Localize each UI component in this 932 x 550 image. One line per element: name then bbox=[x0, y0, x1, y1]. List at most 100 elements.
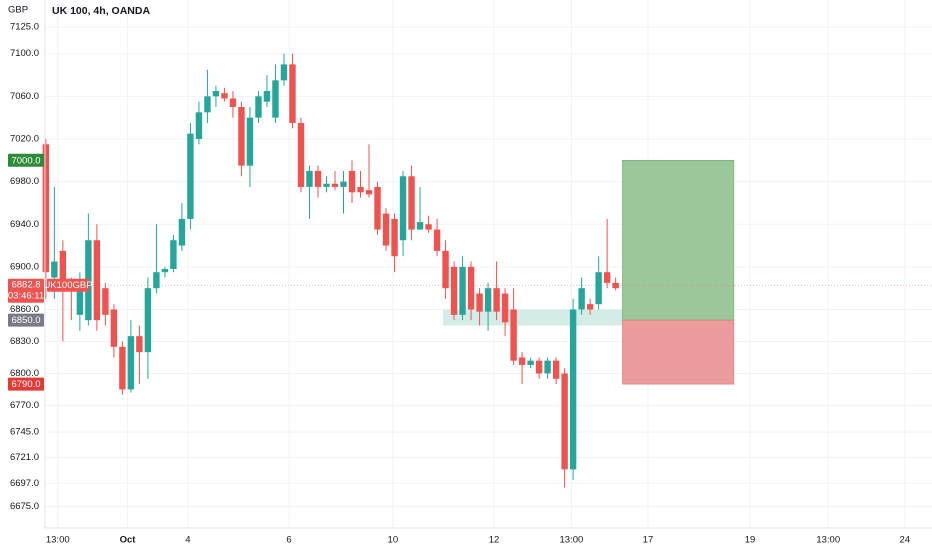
candle-body bbox=[323, 183, 330, 187]
candle-body bbox=[518, 357, 526, 365]
candle-body bbox=[204, 96, 211, 113]
x-tick-label: 12 bbox=[489, 535, 500, 546]
y-tick-label: 7125.0 bbox=[10, 22, 39, 33]
price-tag-label: 7000.0 bbox=[11, 155, 40, 166]
candle-body bbox=[42, 144, 50, 273]
position-profit bbox=[622, 159, 735, 321]
candle-body bbox=[297, 122, 305, 187]
candle-body bbox=[136, 336, 143, 353]
x-tick-label: 13:00 bbox=[46, 535, 70, 546]
candle-body bbox=[153, 272, 160, 289]
candle-body bbox=[544, 360, 551, 374]
x-tick-label: 13:00 bbox=[816, 535, 840, 546]
price-tag bbox=[8, 153, 44, 167]
candle-body bbox=[365, 190, 373, 195]
candle-body bbox=[603, 272, 611, 283]
candle-body bbox=[467, 266, 475, 310]
candle-body bbox=[221, 93, 228, 99]
candle-body bbox=[238, 106, 245, 166]
x-tick-label: 10 bbox=[388, 535, 399, 546]
candle-body bbox=[586, 304, 594, 310]
candle-body bbox=[510, 309, 517, 361]
y-tick-label: 7020.0 bbox=[10, 133, 39, 144]
candle-body bbox=[357, 186, 364, 193]
candle-body bbox=[561, 373, 568, 470]
candle-body bbox=[382, 213, 390, 246]
candle-body bbox=[59, 250, 67, 289]
candle-body bbox=[246, 117, 254, 166]
candle-body bbox=[187, 133, 194, 219]
candle-body bbox=[289, 64, 296, 123]
position-loss bbox=[622, 319, 735, 385]
candle-body bbox=[340, 181, 347, 187]
symbol-label: UK100GBP bbox=[43, 280, 92, 291]
candle-body bbox=[229, 98, 237, 107]
candle-body bbox=[119, 346, 126, 390]
candle-body bbox=[527, 360, 534, 365]
candle-body bbox=[501, 293, 509, 323]
candle-body bbox=[578, 288, 585, 310]
candle-body bbox=[595, 272, 602, 305]
candle-body bbox=[314, 170, 322, 187]
chart-title: UK 100, 4h, OANDA bbox=[52, 5, 150, 17]
x-tick-label: 13:00 bbox=[560, 535, 584, 546]
candle-body bbox=[399, 176, 407, 241]
candle-body bbox=[144, 288, 152, 353]
candle-body bbox=[535, 360, 543, 374]
candle-body bbox=[569, 309, 577, 470]
x-tick-label: 6 bbox=[286, 535, 291, 546]
x-tick-label: 24 bbox=[899, 535, 910, 546]
x-tick-label: 19 bbox=[745, 535, 756, 546]
candle-body bbox=[391, 218, 398, 257]
price-tag-label: 6790.0 bbox=[11, 379, 40, 390]
y-tick-label: 6721.0 bbox=[10, 452, 39, 463]
candle-body bbox=[110, 309, 118, 347]
candle-body bbox=[161, 269, 169, 273]
y-axis-label: GBP bbox=[8, 5, 28, 16]
x-tick-label: Oct bbox=[120, 535, 137, 546]
y-tick-label: 6940.0 bbox=[10, 219, 39, 230]
y-tick-label: 7100.0 bbox=[10, 48, 39, 59]
y-tick-label: 6745.0 bbox=[10, 427, 39, 438]
candle-body bbox=[433, 229, 441, 251]
y-tick-label: 7060.0 bbox=[10, 91, 39, 102]
candle-body bbox=[195, 112, 203, 139]
y-tick-label: 6900.0 bbox=[10, 261, 39, 272]
current-price-label: 6882.8 bbox=[11, 280, 40, 291]
candle-body bbox=[425, 224, 432, 230]
zone bbox=[443, 309, 623, 326]
candle-body bbox=[263, 91, 271, 102]
y-tick-label: 6697.0 bbox=[10, 478, 39, 489]
candle-body bbox=[374, 186, 381, 230]
candle-body bbox=[178, 218, 186, 246]
candle-body bbox=[331, 183, 339, 187]
y-tick-label: 6800.0 bbox=[10, 368, 39, 379]
candle-body bbox=[272, 80, 279, 118]
countdown: 03:46:11 bbox=[8, 291, 44, 302]
candle-body bbox=[102, 288, 109, 315]
candle-body bbox=[552, 360, 560, 379]
symbol-tag bbox=[47, 278, 89, 292]
y-tick-label: 6675.0 bbox=[10, 501, 39, 512]
x-tick-label: 17 bbox=[643, 535, 654, 546]
y-tick-label: 6770.0 bbox=[10, 400, 39, 411]
y-tick-label: 6980.0 bbox=[10, 176, 39, 187]
y-tick-label: 6860.0 bbox=[10, 304, 39, 315]
candle-body bbox=[93, 240, 101, 321]
candle-body bbox=[348, 170, 356, 193]
price-tag bbox=[8, 313, 44, 327]
candle-body bbox=[459, 266, 466, 315]
y-tick-label: 6830.0 bbox=[10, 336, 39, 347]
candle-body bbox=[612, 282, 619, 289]
candle-body bbox=[127, 336, 135, 390]
candle-body bbox=[416, 222, 424, 230]
candle-body bbox=[280, 64, 288, 81]
candle-body bbox=[51, 261, 58, 278]
candle-body bbox=[408, 176, 415, 230]
candle-body bbox=[484, 288, 492, 312]
x-tick-label: 4 bbox=[185, 535, 190, 546]
candle-body bbox=[212, 91, 220, 97]
current-price-tag bbox=[8, 278, 44, 303]
price-tag-label: 6850.0 bbox=[11, 315, 40, 326]
